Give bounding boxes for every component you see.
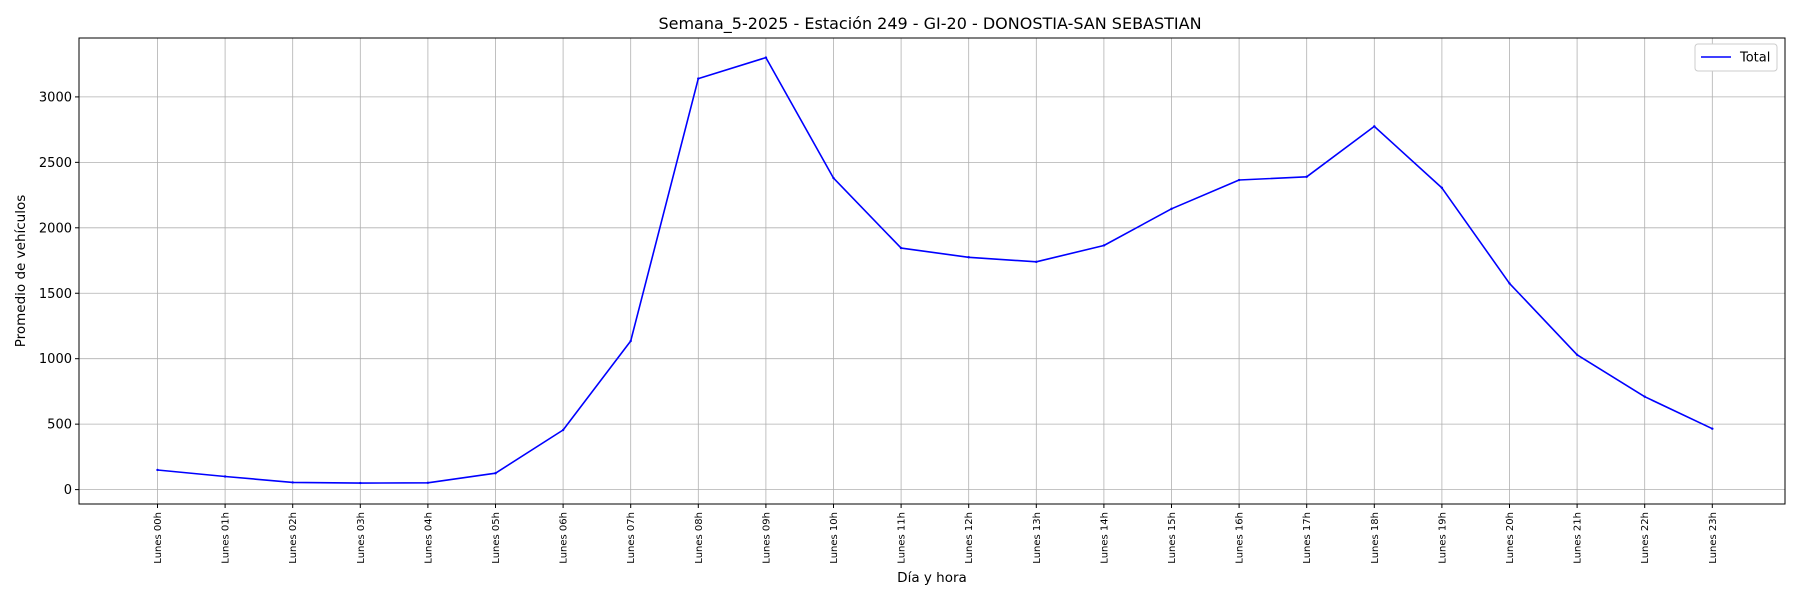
y-tick-label: 1500: [39, 287, 72, 302]
data-point: [1508, 282, 1511, 285]
data-point: [899, 246, 903, 250]
x-tick-label: Lunes 19h: [1437, 512, 1448, 564]
legend-box: [1694, 43, 1778, 72]
y-tick-label: 2500: [39, 156, 72, 171]
data-point: [1373, 125, 1376, 128]
x-tick-label: Lunes 12h: [964, 512, 975, 564]
x-tick-label: Lunes 04h: [423, 512, 434, 564]
y-tick-label: 3000: [39, 90, 72, 105]
data-point: [291, 481, 294, 484]
y-tick-label: 1000: [39, 352, 72, 367]
y-tick-label: 0: [64, 483, 72, 498]
chart-title: Semana_5-2025 - Estación 249 - GI-20 - D…: [658, 14, 1201, 34]
x-tick-label: Lunes 03h: [356, 512, 367, 564]
data-point: [561, 428, 565, 432]
data-point: [697, 77, 700, 80]
data-point: [764, 56, 768, 59]
data-point: [1305, 175, 1308, 178]
x-tick-label: Lunes 20h: [1505, 512, 1516, 564]
x-tick-label: Lunes 16h: [1235, 512, 1246, 564]
plot-frame: [78, 37, 1786, 505]
data-point: [1035, 260, 1038, 264]
x-tick-label: Lunes 02h: [288, 512, 299, 564]
x-tick-label: Lunes 08h: [694, 512, 705, 564]
x-tick-label: Lunes 21h: [1573, 512, 1584, 564]
y-tick-label: 2000: [39, 221, 72, 236]
data-point: [1575, 353, 1579, 356]
data-point: [967, 256, 970, 259]
data-point: [832, 176, 835, 180]
x-tick-label: Lunes 11h: [897, 512, 908, 564]
series-layer: [156, 56, 1714, 485]
x-tick-label: Lunes 23h: [1708, 512, 1719, 564]
legend-label-total: Total: [1739, 51, 1770, 66]
legend: Total: [1694, 43, 1778, 72]
data-point: [1440, 186, 1444, 190]
x-tick-label: Lunes 10h: [829, 512, 840, 564]
x-tick-label: Lunes 13h: [1032, 512, 1043, 564]
x-tick-label: Lunes 05h: [491, 512, 502, 564]
x-tick-label: Lunes 07h: [626, 512, 637, 564]
series-line-total: [157, 56, 1713, 484]
data-point: [156, 468, 159, 472]
y-tick-label: 500: [47, 418, 72, 433]
grid: [79, 38, 1785, 504]
x-axis-label: Día y hora: [897, 570, 967, 586]
data-point: [1237, 178, 1241, 182]
x-axis: Lunes 00h Lunes 01h Lunes 02h Lunes 03h Lune…: [153, 504, 1719, 564]
x-tick-label: Lunes 00h: [153, 512, 164, 564]
x-tick-label: Lunes 18h: [1370, 512, 1381, 564]
x-tick-label: Lunes 09h: [761, 512, 772, 564]
data-point: [1102, 244, 1106, 247]
data-point: [1170, 207, 1173, 211]
data-point: [426, 481, 430, 484]
data-point: [1711, 427, 1714, 430]
y-axis-label: Promedio de vehículos: [13, 195, 29, 348]
data-point: [494, 472, 497, 475]
x-tick-label: Lunes 15h: [1167, 512, 1178, 564]
x-tick-label: Lunes 14h: [1099, 512, 1110, 564]
x-tick-label: Lunes 22h: [1640, 512, 1651, 564]
x-tick-label: Lunes 06h: [559, 512, 570, 564]
data-point: [1643, 395, 1646, 398]
x-tick-label: Lunes 17h: [1302, 512, 1313, 564]
y-axis: 0 500 1000 1500 2000 2500 3000: [39, 90, 79, 498]
data-point: [223, 475, 227, 478]
data-point: [629, 339, 632, 343]
data-point: [359, 481, 362, 485]
x-tick-label: Lunes 01h: [221, 512, 232, 564]
